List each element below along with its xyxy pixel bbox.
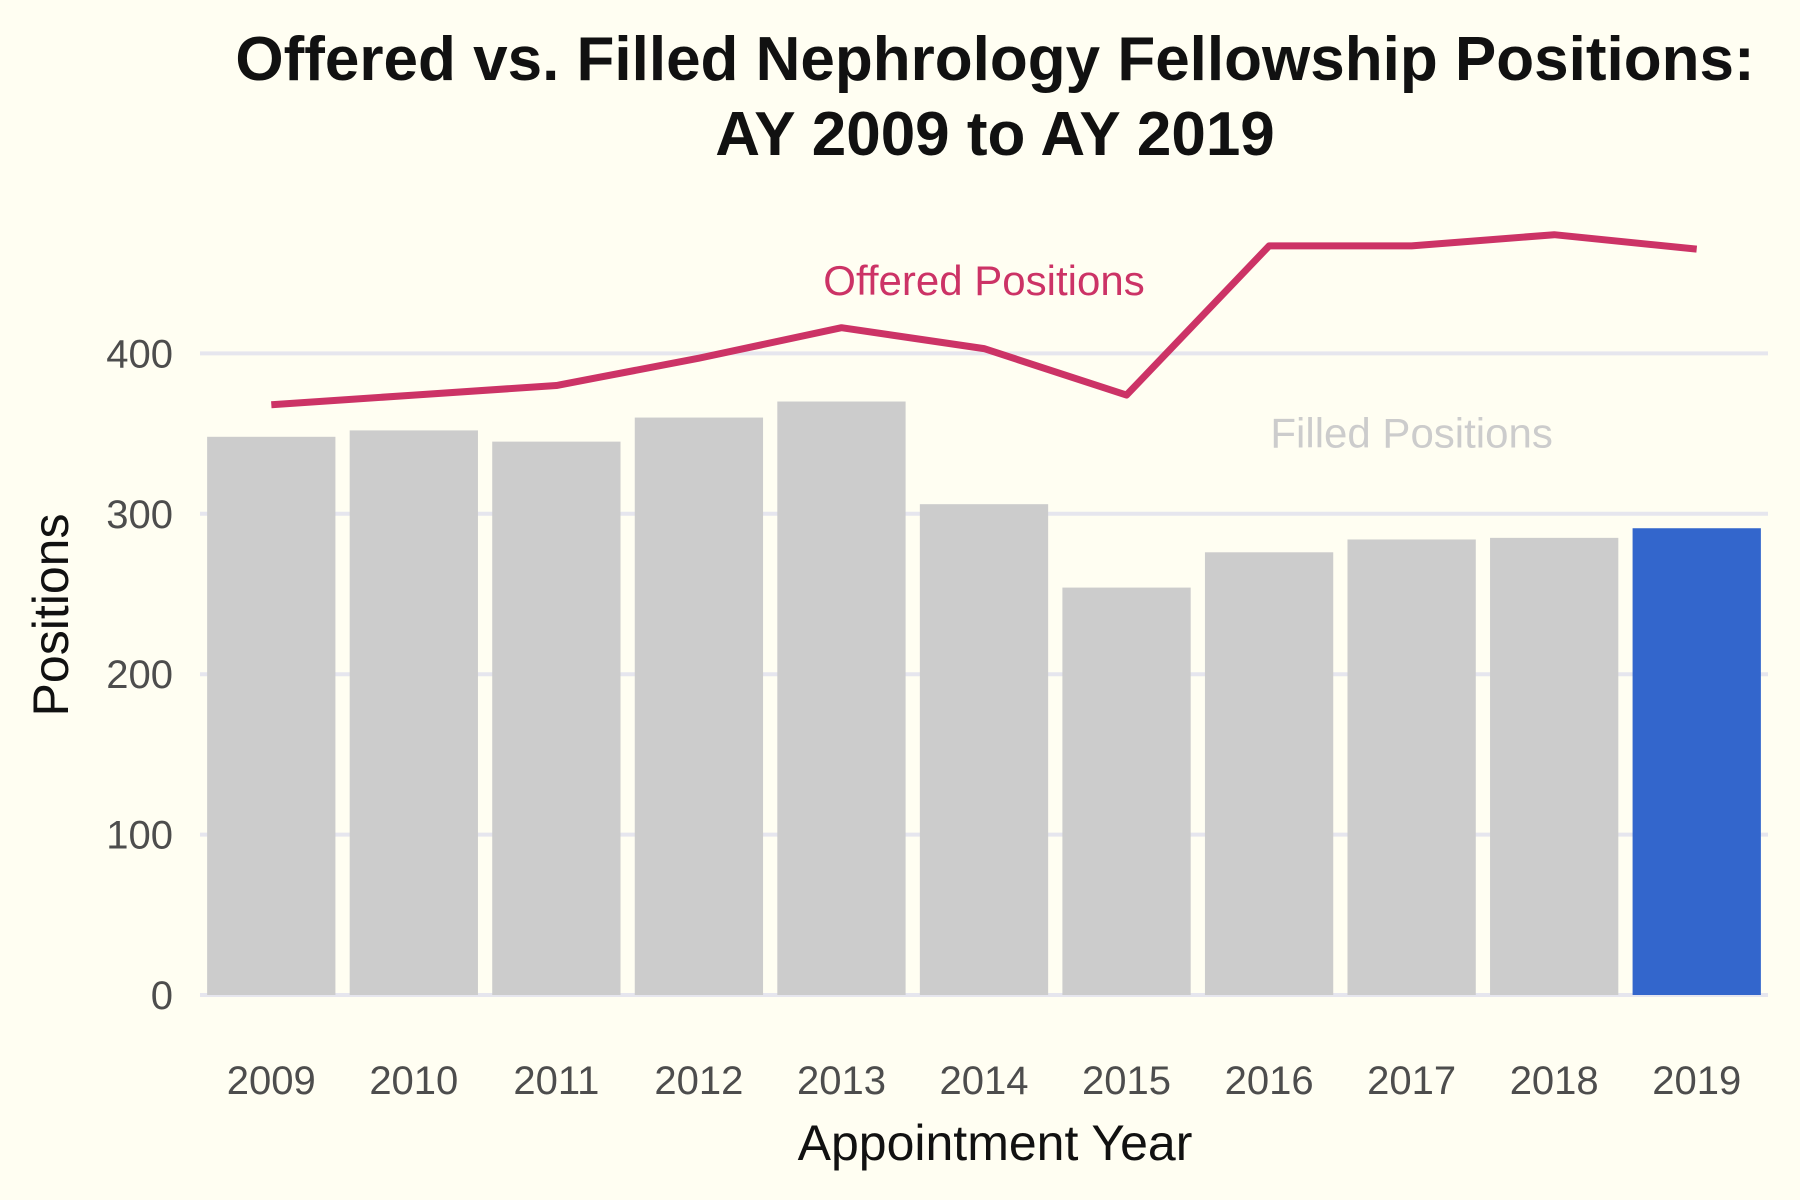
y-tick-label: 400 xyxy=(106,332,173,376)
offered-positions-line xyxy=(271,231,1698,409)
bar-2013 xyxy=(777,401,906,995)
annotation-offered-positions: Offered Positions xyxy=(823,257,1144,304)
x-tick-label-2009: 2009 xyxy=(227,1059,316,1103)
y-tick-label: 200 xyxy=(106,653,173,697)
annotation-filled-positions: Filled Positions xyxy=(1270,410,1552,457)
chart-subtitle: AY 2009 to AY 2019 xyxy=(715,100,1275,169)
x-tick-label-2010: 2010 xyxy=(369,1059,458,1103)
y-tick-label: 300 xyxy=(106,493,173,537)
x-tick-label-2018: 2018 xyxy=(1510,1059,1599,1103)
chart-title: Offered vs. Filled Nephrology Fellowship… xyxy=(235,25,1754,94)
bar-2012 xyxy=(634,417,764,995)
x-tick-label-2013: 2013 xyxy=(797,1059,886,1103)
y-axis-ticks: 0 100 200 300 400 xyxy=(106,332,173,1018)
x-axis-ticks: 2009 2010 2011 2012 2013 2014 2015 2016 2017 2018… xyxy=(227,1059,1741,1103)
y-tick-label: 0 xyxy=(151,974,173,1018)
x-tick-label-2012: 2012 xyxy=(654,1059,743,1103)
bar-2010 xyxy=(349,430,478,996)
bar-2009 xyxy=(207,436,336,996)
y-tick-label: 100 xyxy=(106,814,173,858)
x-tick-label-2015: 2015 xyxy=(1082,1059,1171,1103)
x-tick-label-2017: 2017 xyxy=(1367,1059,1456,1103)
bar-2015 xyxy=(1062,587,1191,995)
bar-2018 xyxy=(1490,537,1619,995)
bar-2011 xyxy=(492,441,621,995)
bar-2016 xyxy=(1204,552,1334,995)
bar-2017 xyxy=(1347,539,1476,995)
x-tick-label-2014: 2014 xyxy=(940,1059,1029,1103)
bar-2019 xyxy=(1632,528,1761,995)
bar-series xyxy=(207,401,1761,996)
x-tick-label-2011: 2011 xyxy=(513,1059,599,1103)
series-annotations: Offered Positions Filled Positions xyxy=(823,257,1553,456)
bar-2014 xyxy=(919,504,1049,995)
line-series xyxy=(271,231,1698,409)
x-tick-label-2016: 2016 xyxy=(1225,1059,1314,1103)
x-tick-label-2019: 2019 xyxy=(1652,1059,1741,1103)
x-axis-title: Appointment Year xyxy=(798,1115,1193,1171)
y-axis-title: Positions xyxy=(23,514,79,717)
